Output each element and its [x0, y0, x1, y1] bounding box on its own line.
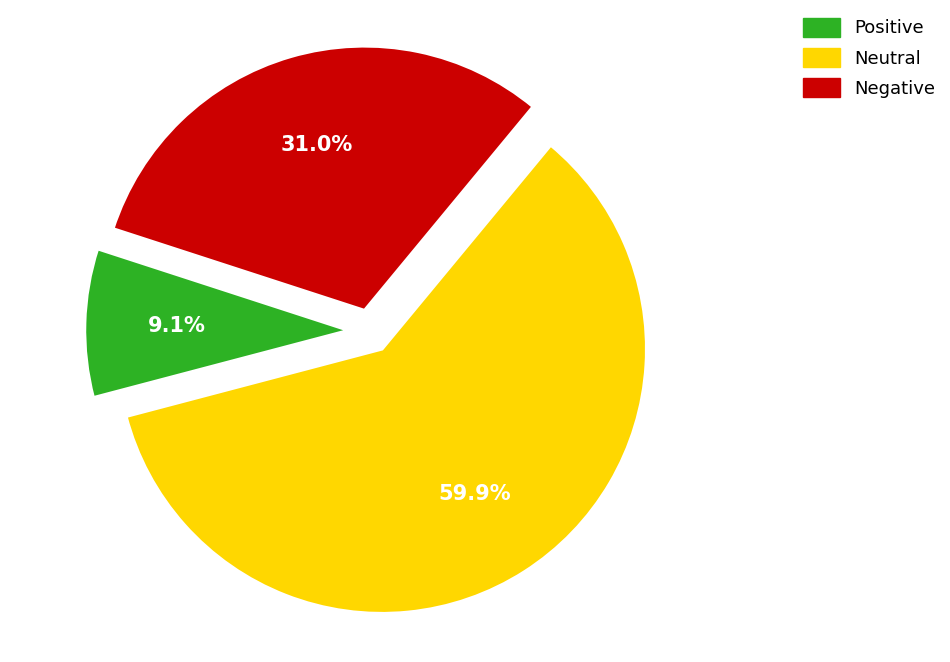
Wedge shape	[125, 145, 647, 614]
Text: 9.1%: 9.1%	[148, 316, 206, 336]
Text: 59.9%: 59.9%	[438, 484, 511, 504]
Text: 31.0%: 31.0%	[280, 135, 352, 156]
Legend: Positive, Neutral, Negative: Positive, Neutral, Negative	[794, 9, 944, 107]
Wedge shape	[85, 248, 350, 398]
Wedge shape	[113, 46, 533, 310]
